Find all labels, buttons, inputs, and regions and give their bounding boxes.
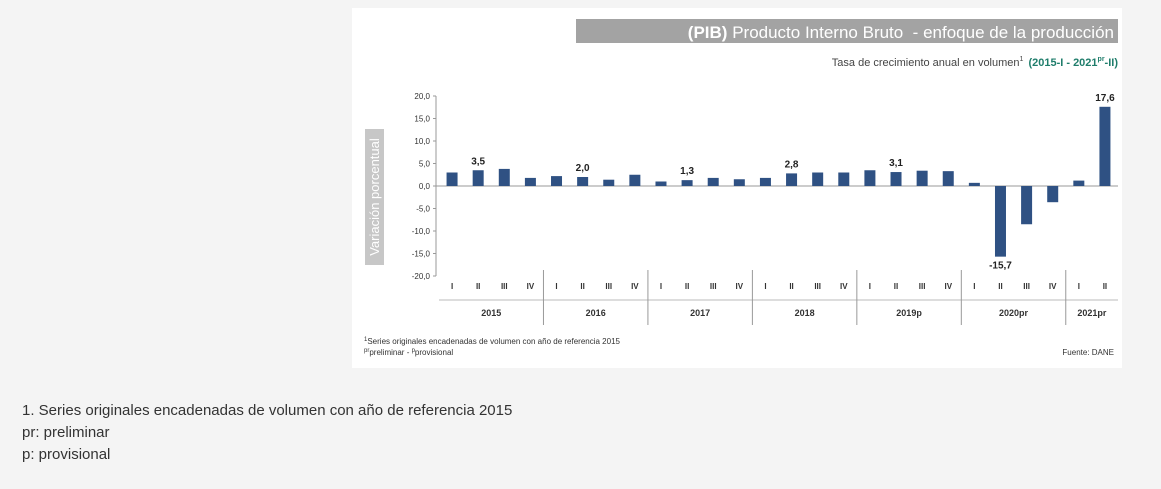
footnote-1: 1. Series originales encadenadas de volu… [22,402,513,419]
quarter-label: I [451,282,453,291]
bar-iv-3 [524,177,536,186]
data-labels-layer: 3,5 2,0 1,3 2,8 3,1 -15,7 17,6 [471,93,1115,272]
quarter-label: I [1078,282,1080,291]
bar-iii-6 [603,179,615,186]
bar-i-24 [1073,180,1085,186]
quarter-label: I [869,282,871,291]
quarter-label: I [973,282,975,291]
data-label: 17,6 [1095,93,1115,104]
bar-ii-9 [681,180,693,186]
ylabel-band [365,129,384,265]
year-label: 2015 [481,308,501,318]
quarter-label: III [814,282,821,291]
bar-i-8 [655,181,667,186]
footnotes: 1. Series originales encadenadas de volu… [22,400,512,466]
year-label: 2016 [586,308,606,318]
quarter-label: IV [736,282,744,291]
y-tick-label: 15,0 [414,115,430,124]
quarter-label: III [710,282,717,291]
bar-iii-2 [498,168,510,186]
quarter-label: I [660,282,662,291]
bar-iii-14 [812,172,824,186]
y-tick-label: 0,0 [419,182,431,191]
data-label: 2,8 [785,159,799,170]
bar-ii-21 [994,186,1006,257]
gdp-bar-chart: (PIB) Producto Interno Bruto - enfoque d… [364,19,1119,357]
bar-iv-23 [1047,186,1059,203]
bar-ii-5 [577,177,589,186]
bar-iv-11 [733,179,745,186]
title-banner [576,19,1118,43]
quarter-label: IV [527,282,535,291]
bar-i-4 [551,176,563,186]
chart-subtitle: Tasa de crecimiento anual en volumen1 (20… [832,56,1119,69]
year-label: 2021pr [1077,308,1107,318]
data-label: -15,7 [989,261,1012,272]
bar-i-0 [446,172,458,186]
bar-ii-25 [1099,106,1111,186]
data-label: 1,3 [680,166,694,177]
chart-note-2: prpreliminar - pprovisional [364,348,453,357]
bar-ii-13 [786,173,798,186]
y-axis: 20,0 15,0 10,0 5,0 0,0 -5,0 -10,0 -15,0 -20,0 [412,92,1118,281]
quarter-label: III [605,282,612,291]
y-tick-label: -10,0 [412,227,431,236]
quarter-label: IV [1049,282,1057,291]
quarter-label: III [1023,282,1030,291]
y-tick-label: -20,0 [412,272,431,281]
bar-iii-10 [707,177,719,186]
quarter-label: II [894,282,898,291]
bar-iv-19 [942,171,954,186]
quarter-label: II [1103,282,1107,291]
quarter-label: III [501,282,508,291]
chart-title: (PIB) Producto Interno Bruto - enfoque d… [688,23,1114,42]
chart-note-1: 1Series originales encadenadas de volume… [364,337,621,346]
y-tick-label: -5,0 [416,205,430,214]
year-label: 2018 [795,308,815,318]
y-tick-label: 20,0 [414,92,430,101]
data-label: 3,1 [889,158,903,169]
quarter-label: IV [944,282,952,291]
year-label: 2019p [896,308,922,318]
quarter-label: II [998,282,1002,291]
y-tick-label: 5,0 [419,160,431,169]
data-label: 3,5 [471,156,485,167]
quarter-label: III [919,282,926,291]
footnote-pr: pr: preliminar [22,424,110,441]
year-label: 2017 [690,308,710,318]
quarter-label: IV [631,282,639,291]
bar-i-12 [759,177,771,186]
bar-i-20 [968,182,980,186]
chart-card: (PIB) Producto Interno Bruto - enfoque d… [352,8,1122,368]
quarter-label: II [685,282,689,291]
bar-i-16 [864,170,876,186]
y-axis-label: Variación porcentual [367,138,382,256]
bar-ii-1 [472,170,484,186]
bar-iv-15 [838,172,850,186]
y-tick-label: 10,0 [414,137,430,146]
quarter-label: II [580,282,584,291]
bars-layer [446,106,1111,257]
quarter-label: I [555,282,557,291]
chart-source: Fuente: DANE [1062,348,1114,357]
quarter-label: IV [840,282,848,291]
bar-iv-7 [629,174,641,186]
footnote-p: p: provisional [22,446,111,463]
data-label: 2,0 [576,163,590,174]
bar-ii-17 [890,172,902,186]
x-axis: I II III IV I II III IV I II III IV I II III IV I II III IV… [439,270,1118,325]
quarter-label: I [764,282,766,291]
quarter-label: II [476,282,480,291]
year-label: 2020pr [999,308,1029,318]
bar-iii-22 [1021,186,1033,225]
y-tick-label: -15,0 [412,250,431,259]
bar-iii-18 [916,170,928,186]
quarter-label: II [789,282,793,291]
